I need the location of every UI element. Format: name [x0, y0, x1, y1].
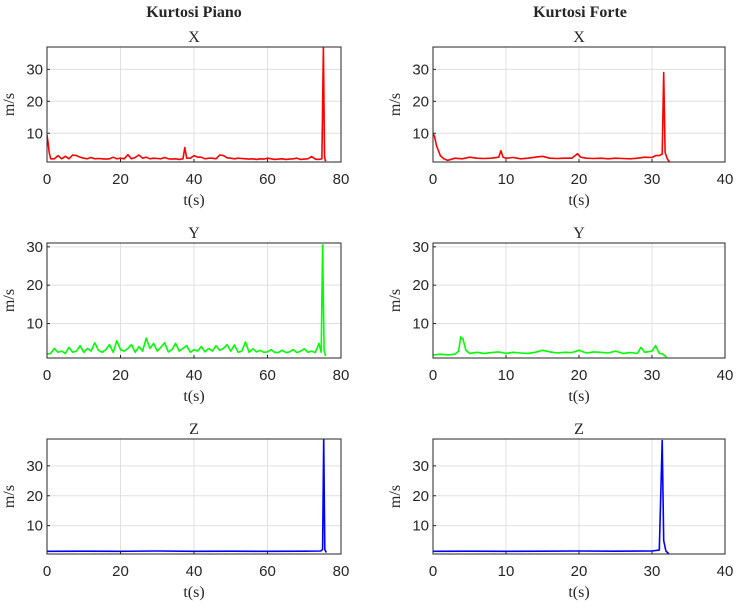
x-tick-label-4: 40 [717, 563, 734, 580]
x-tick-label-3: 30 [644, 171, 661, 188]
x-axis-label: t(s) [183, 584, 204, 601]
x-tick-label-4: 40 [717, 367, 734, 384]
y-tick-label-2: 30 [412, 61, 429, 78]
x-axis-label: t(s) [568, 192, 589, 209]
x-tick-label-2: 20 [571, 367, 588, 384]
x-tick-label-0: 0 [429, 563, 437, 580]
series-line-0 [47, 244, 327, 357]
subplot-x-piano: 0 20 40 60 80 10 20 30 Xt(s) m/s [1, 29, 349, 209]
subplot-y-forte: 0 10 20 30 40 10 20 30 Yt(s) m/s [387, 225, 733, 405]
y-tick-label-0: 10 [412, 125, 429, 142]
x-tick-label-0: 0 [429, 171, 437, 188]
y-tick-label-2: 30 [26, 61, 43, 78]
x-tick-label-2: 40 [186, 563, 203, 580]
subplot-grid: 0 20 40 60 80 10 20 30 Xt(s) m/s 0 10 20 30 40 10 20 30 Xt… [1, 29, 733, 601]
subplot-title: Y [573, 225, 585, 242]
x-axis-label: t(s) [183, 388, 204, 405]
column-title-piano: Kurtosi Piano [146, 4, 242, 21]
x-tick-label-1: 20 [112, 367, 129, 384]
x-tick-label-3: 60 [259, 171, 276, 188]
y-tick-label-1: 20 [412, 488, 429, 505]
x-axis-label: t(s) [568, 584, 589, 601]
x-tick-label-0: 0 [43, 171, 51, 188]
y-tick-label-0: 10 [26, 316, 43, 333]
y-tick-label-0: 10 [26, 125, 43, 142]
x-tick-label-0: 0 [43, 563, 51, 580]
subplot-x-forte: 0 10 20 30 40 10 20 30 Xt(s) m/s [387, 29, 733, 209]
x-tick-label-2: 40 [186, 171, 203, 188]
y-tick-label-2: 30 [412, 458, 429, 475]
y-tick-label-2: 30 [26, 239, 43, 256]
y-tick-label-0: 10 [412, 316, 429, 333]
subplot-title: X [188, 29, 200, 46]
subplot-z-forte: 0 10 20 30 40 10 20 30 Zt(s) m/s [387, 421, 733, 601]
series-line-0 [433, 71, 671, 162]
y-tick-label-1: 20 [26, 93, 43, 110]
y-axis-label: m/s [387, 93, 404, 116]
y-axis-label: m/s [387, 485, 404, 508]
y-tick-label-1: 20 [412, 277, 429, 294]
x-tick-label-1: 20 [112, 171, 129, 188]
x-tick-label-3: 30 [644, 367, 661, 384]
subplot-z-piano: 0 20 40 60 80 10 20 30 Zt(s) m/s [1, 421, 349, 601]
subplot-title: Z [189, 421, 199, 438]
subplot-title: Y [188, 225, 200, 242]
y-tick-label-1: 20 [26, 488, 43, 505]
x-tick-label-3: 30 [644, 563, 661, 580]
y-tick-label-2: 30 [412, 239, 429, 256]
x-tick-label-0: 0 [43, 367, 51, 384]
y-axis-label: m/s [1, 289, 18, 312]
y-axis-label: m/s [1, 93, 18, 116]
y-tick-label-0: 10 [412, 518, 429, 535]
x-tick-label-1: 10 [498, 563, 515, 580]
y-tick-label-0: 10 [26, 518, 43, 535]
x-tick-label-1: 10 [498, 367, 515, 384]
y-tick-label-1: 20 [26, 277, 43, 294]
x-tick-label-1: 20 [112, 563, 129, 580]
x-tick-label-1: 10 [498, 171, 515, 188]
x-tick-label-4: 80 [333, 563, 350, 580]
x-axis-label: t(s) [183, 192, 204, 209]
series-line-0 [433, 336, 668, 358]
subplot-title: Z [574, 421, 584, 438]
x-tick-label-3: 60 [259, 563, 276, 580]
x-tick-label-3: 60 [259, 367, 276, 384]
x-tick-label-4: 40 [717, 171, 734, 188]
x-tick-label-2: 20 [571, 171, 588, 188]
x-tick-label-4: 80 [333, 171, 350, 188]
y-axis-label: m/s [1, 485, 18, 508]
subplot-title: X [573, 29, 585, 46]
x-tick-label-2: 40 [186, 367, 203, 384]
subplot-y-piano: 0 20 40 60 80 10 20 30 Yt(s) m/s [1, 225, 349, 405]
x-tick-label-4: 80 [333, 367, 350, 384]
y-tick-label-2: 30 [26, 458, 43, 475]
x-tick-label-0: 0 [429, 367, 437, 384]
series-line-0 [47, 47, 327, 162]
y-tick-label-1: 20 [412, 93, 429, 110]
x-tick-label-2: 20 [571, 563, 588, 580]
y-axis-label: m/s [387, 289, 404, 312]
column-title-forte: Kurtosi Forte [533, 4, 627, 21]
x-axis-label: t(s) [568, 388, 589, 405]
series-line-0 [433, 439, 670, 554]
